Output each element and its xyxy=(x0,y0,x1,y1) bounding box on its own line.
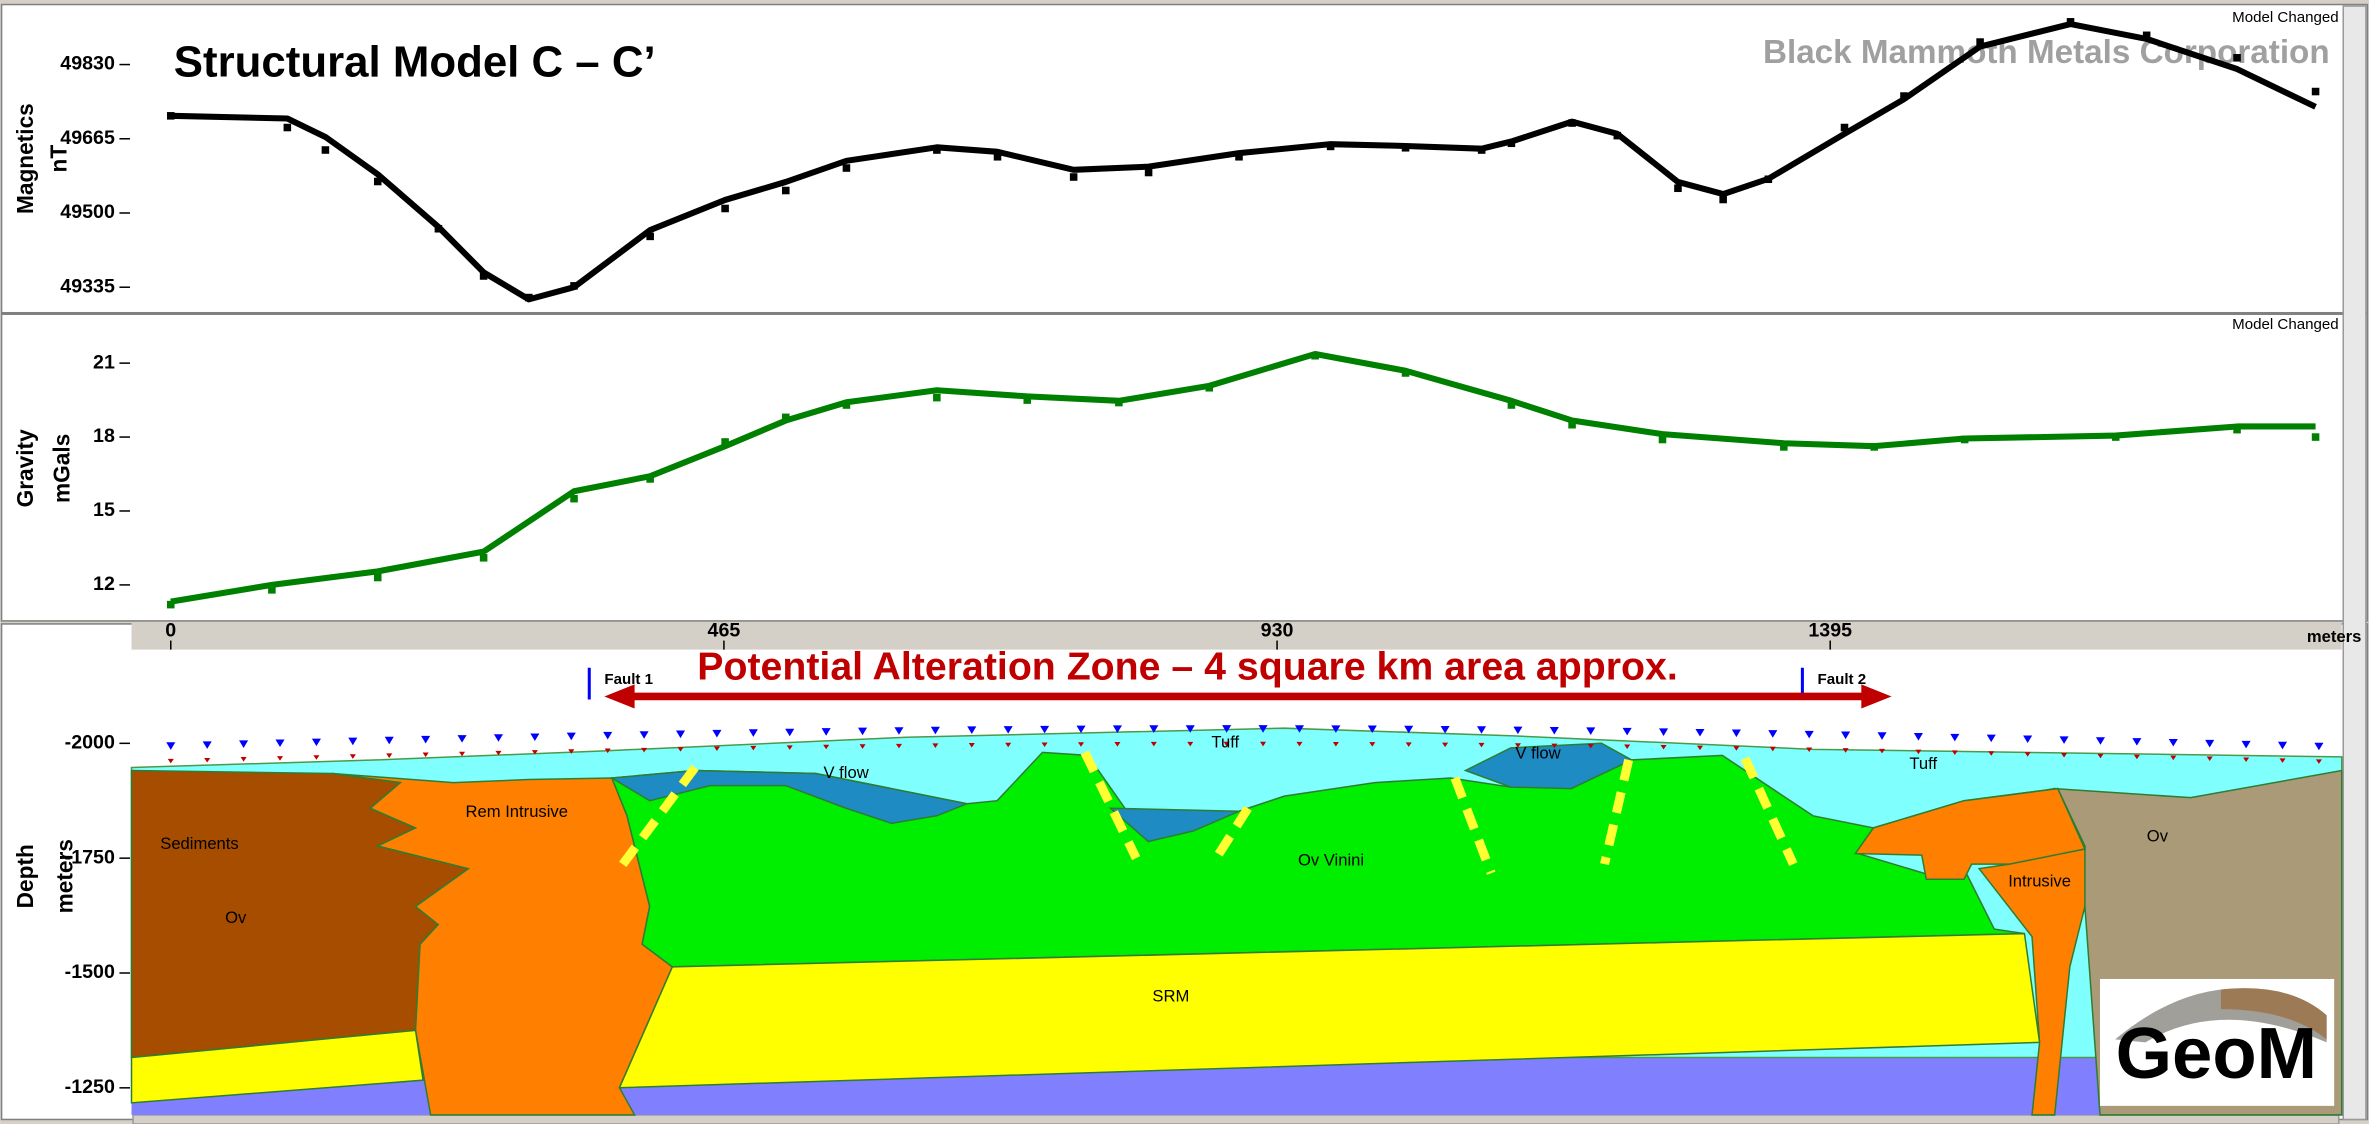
screenshot: Fault 1 Fault 2 Potential Alteration Zon… xyxy=(0,0,2369,1124)
scrollbar[interactable] xyxy=(2343,6,2366,1119)
geologic-section xyxy=(132,728,2342,1115)
unit-label: V flow xyxy=(823,763,869,782)
y-tick-label: -2000 xyxy=(65,732,115,754)
company: Black Mammoth Metals Corporation xyxy=(1763,34,2330,71)
observed-point xyxy=(1070,173,1078,181)
fault-label: Fault 1 xyxy=(604,671,653,688)
y-tick-label: 49830 xyxy=(60,53,115,75)
unit-label: Sediments xyxy=(160,834,238,853)
y-tick-label: 49665 xyxy=(60,127,115,149)
observed-point xyxy=(2312,433,2320,441)
x-tick-label: 1395 xyxy=(1808,620,1852,642)
x-tick-label: 930 xyxy=(1261,620,1294,642)
x-axis-label: meters xyxy=(2307,627,2361,646)
h-scrollbar[interactable] xyxy=(133,1115,2339,1124)
logo: GeoM xyxy=(2116,1013,2317,1094)
observed-point xyxy=(782,187,790,195)
y-tick-label: -1750 xyxy=(65,846,115,868)
y-axis-label: Gravity xyxy=(12,429,38,507)
unit-label: Tuff xyxy=(1211,733,1239,752)
observed-point xyxy=(284,124,292,132)
y-tick-label: 49335 xyxy=(60,275,115,297)
fault-label: Fault 2 xyxy=(1818,671,1867,688)
y-tick-label: 18 xyxy=(93,425,115,447)
unit-label: Tuff xyxy=(1909,754,1937,773)
y-tick-label: -1250 xyxy=(65,1076,115,1098)
observed-point xyxy=(322,146,330,154)
y-tick-label: 49500 xyxy=(60,201,115,223)
observed-point xyxy=(1145,169,1153,177)
x-tick-label: 465 xyxy=(708,620,741,642)
unit-label: Ov Vinini xyxy=(1298,851,1364,870)
x-tick-label: 0 xyxy=(165,620,176,642)
unit-label: Intrusive xyxy=(2008,872,2071,891)
y-axis-label: mGals xyxy=(49,434,75,503)
status: Model Changed xyxy=(2232,9,2339,26)
unit-label: Ov xyxy=(225,908,247,927)
y-tick-label: 12 xyxy=(93,573,115,595)
observed-point xyxy=(2312,88,2320,96)
observed-point xyxy=(933,394,941,402)
unit-label: SRM xyxy=(1152,986,1189,1005)
unit-label: Rem Intrusive xyxy=(466,802,568,821)
chart-title: Structural Model C – C’ xyxy=(174,38,656,87)
y-tick-label: -1500 xyxy=(65,961,115,983)
status: Model Changed xyxy=(2232,316,2339,333)
observed-point xyxy=(2233,54,2241,62)
y-tick-label: 21 xyxy=(93,351,115,373)
y-axis-label: Magnetics xyxy=(12,103,38,214)
observed-point xyxy=(374,574,382,582)
unit-label: Ov xyxy=(2147,826,2169,845)
y-tick-label: 15 xyxy=(93,499,115,521)
observed-point xyxy=(721,205,729,213)
unit-label: V flow xyxy=(1515,743,1561,762)
observed-point xyxy=(843,164,851,172)
annotation: Potential Alteration Zone – 4 square km … xyxy=(697,645,1677,689)
y-axis-label: Depth xyxy=(12,844,38,908)
